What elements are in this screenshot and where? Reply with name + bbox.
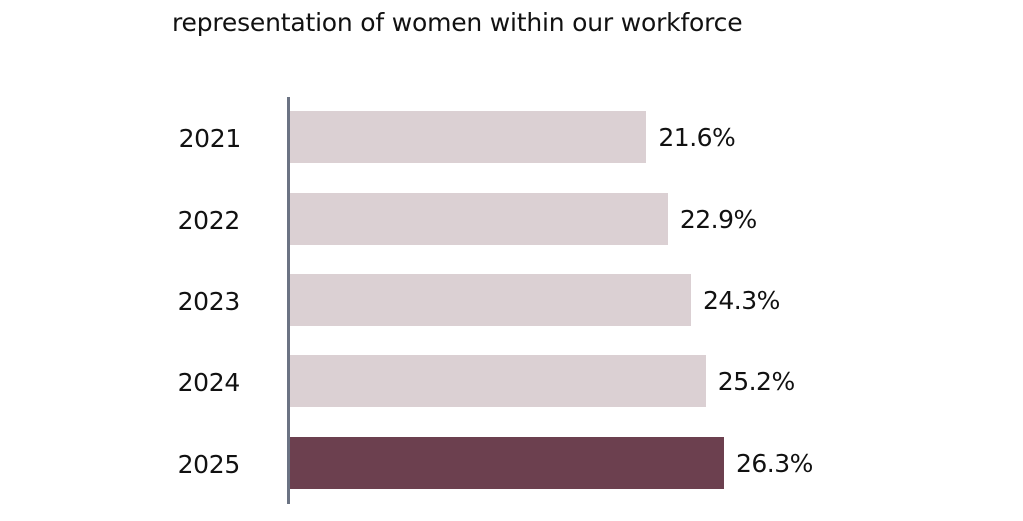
bar-2021: [290, 111, 647, 163]
bar-2024: [290, 355, 706, 407]
value-label: 21.6%: [658, 123, 736, 152]
category-label: 2023: [177, 287, 241, 316]
value-label: 26.3%: [735, 449, 813, 478]
category-label: 2024: [177, 368, 241, 397]
bar-2025: [290, 437, 724, 489]
bar-2022: [290, 193, 668, 245]
category-label: 2021: [178, 124, 242, 153]
chart-title: representation of women within our workf…: [172, 8, 743, 37]
category-label: 2022: [177, 206, 241, 235]
bar-2023: [290, 274, 691, 326]
value-label: 22.9%: [679, 205, 757, 234]
y-axis-line: [287, 97, 290, 504]
value-label: 24.3%: [702, 286, 780, 315]
value-label: 25.2%: [717, 367, 795, 396]
category-label: 2025: [177, 450, 241, 479]
